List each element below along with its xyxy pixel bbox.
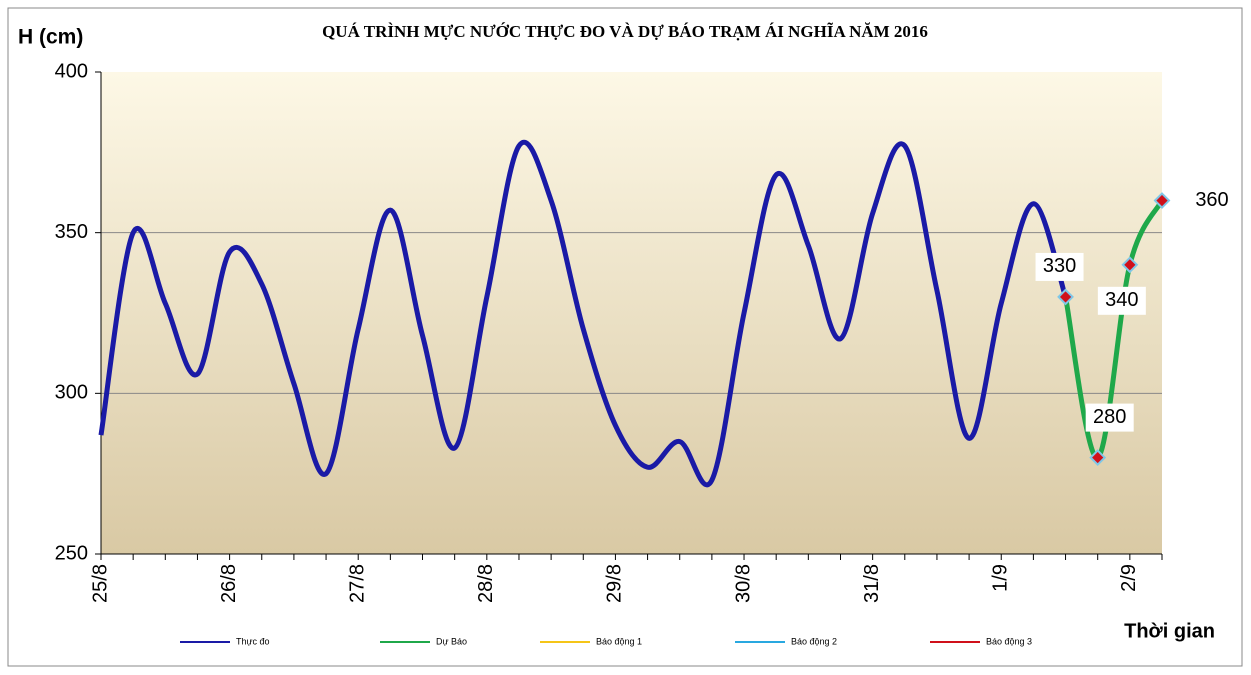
forecast-marker xyxy=(1089,449,1107,467)
data-label-box xyxy=(1035,252,1084,281)
legend-label: Thực đo xyxy=(236,636,270,646)
x-tick-label: 2/9 xyxy=(1118,564,1140,592)
data-label: 340 xyxy=(1105,289,1138,311)
series-line xyxy=(98,139,1068,488)
legend-label: Dự Báo xyxy=(436,636,467,646)
data-label: 330 xyxy=(1043,255,1076,277)
data-label-box xyxy=(1188,186,1236,215)
forecast-marker xyxy=(1153,192,1171,209)
legend-label: Báo động 3 xyxy=(986,636,1032,646)
forecast-marker xyxy=(1057,288,1074,306)
data-label-box xyxy=(1097,286,1146,315)
x-axis-label: Thời gian xyxy=(1124,620,1215,642)
chart-title: QUÁ TRÌNH MỰC NƯỚC THỰC ĐO VÀ DỰ BÁO TRẠ… xyxy=(322,22,928,41)
x-tick-label: 26/8 xyxy=(218,564,240,603)
y-axis-label: H (cm) xyxy=(18,26,83,49)
plot-area xyxy=(101,72,1162,554)
y-tick-label: 350 xyxy=(55,221,88,243)
data-label: 280 xyxy=(1093,406,1126,428)
y-tick-label: 250 xyxy=(55,542,88,564)
x-tick-label: 30/8 xyxy=(732,564,754,603)
x-tick-label: 29/8 xyxy=(604,564,626,603)
x-tick-label: 25/8 xyxy=(89,564,111,603)
forecast-marker xyxy=(1121,256,1139,274)
legend-label: Báo động 1 xyxy=(596,636,642,646)
data-label: 360 xyxy=(1195,189,1228,211)
x-tick-label: 31/8 xyxy=(861,564,883,603)
x-tick-label: 28/8 xyxy=(475,564,497,603)
y-tick-label: 300 xyxy=(55,382,88,404)
x-tick-label: 27/8 xyxy=(346,564,368,603)
x-tick-label: 1/9 xyxy=(990,564,1012,592)
y-tick-label: 400 xyxy=(55,60,88,82)
legend-label: Báo động 2 xyxy=(791,636,837,646)
data-label-box xyxy=(1085,403,1134,432)
